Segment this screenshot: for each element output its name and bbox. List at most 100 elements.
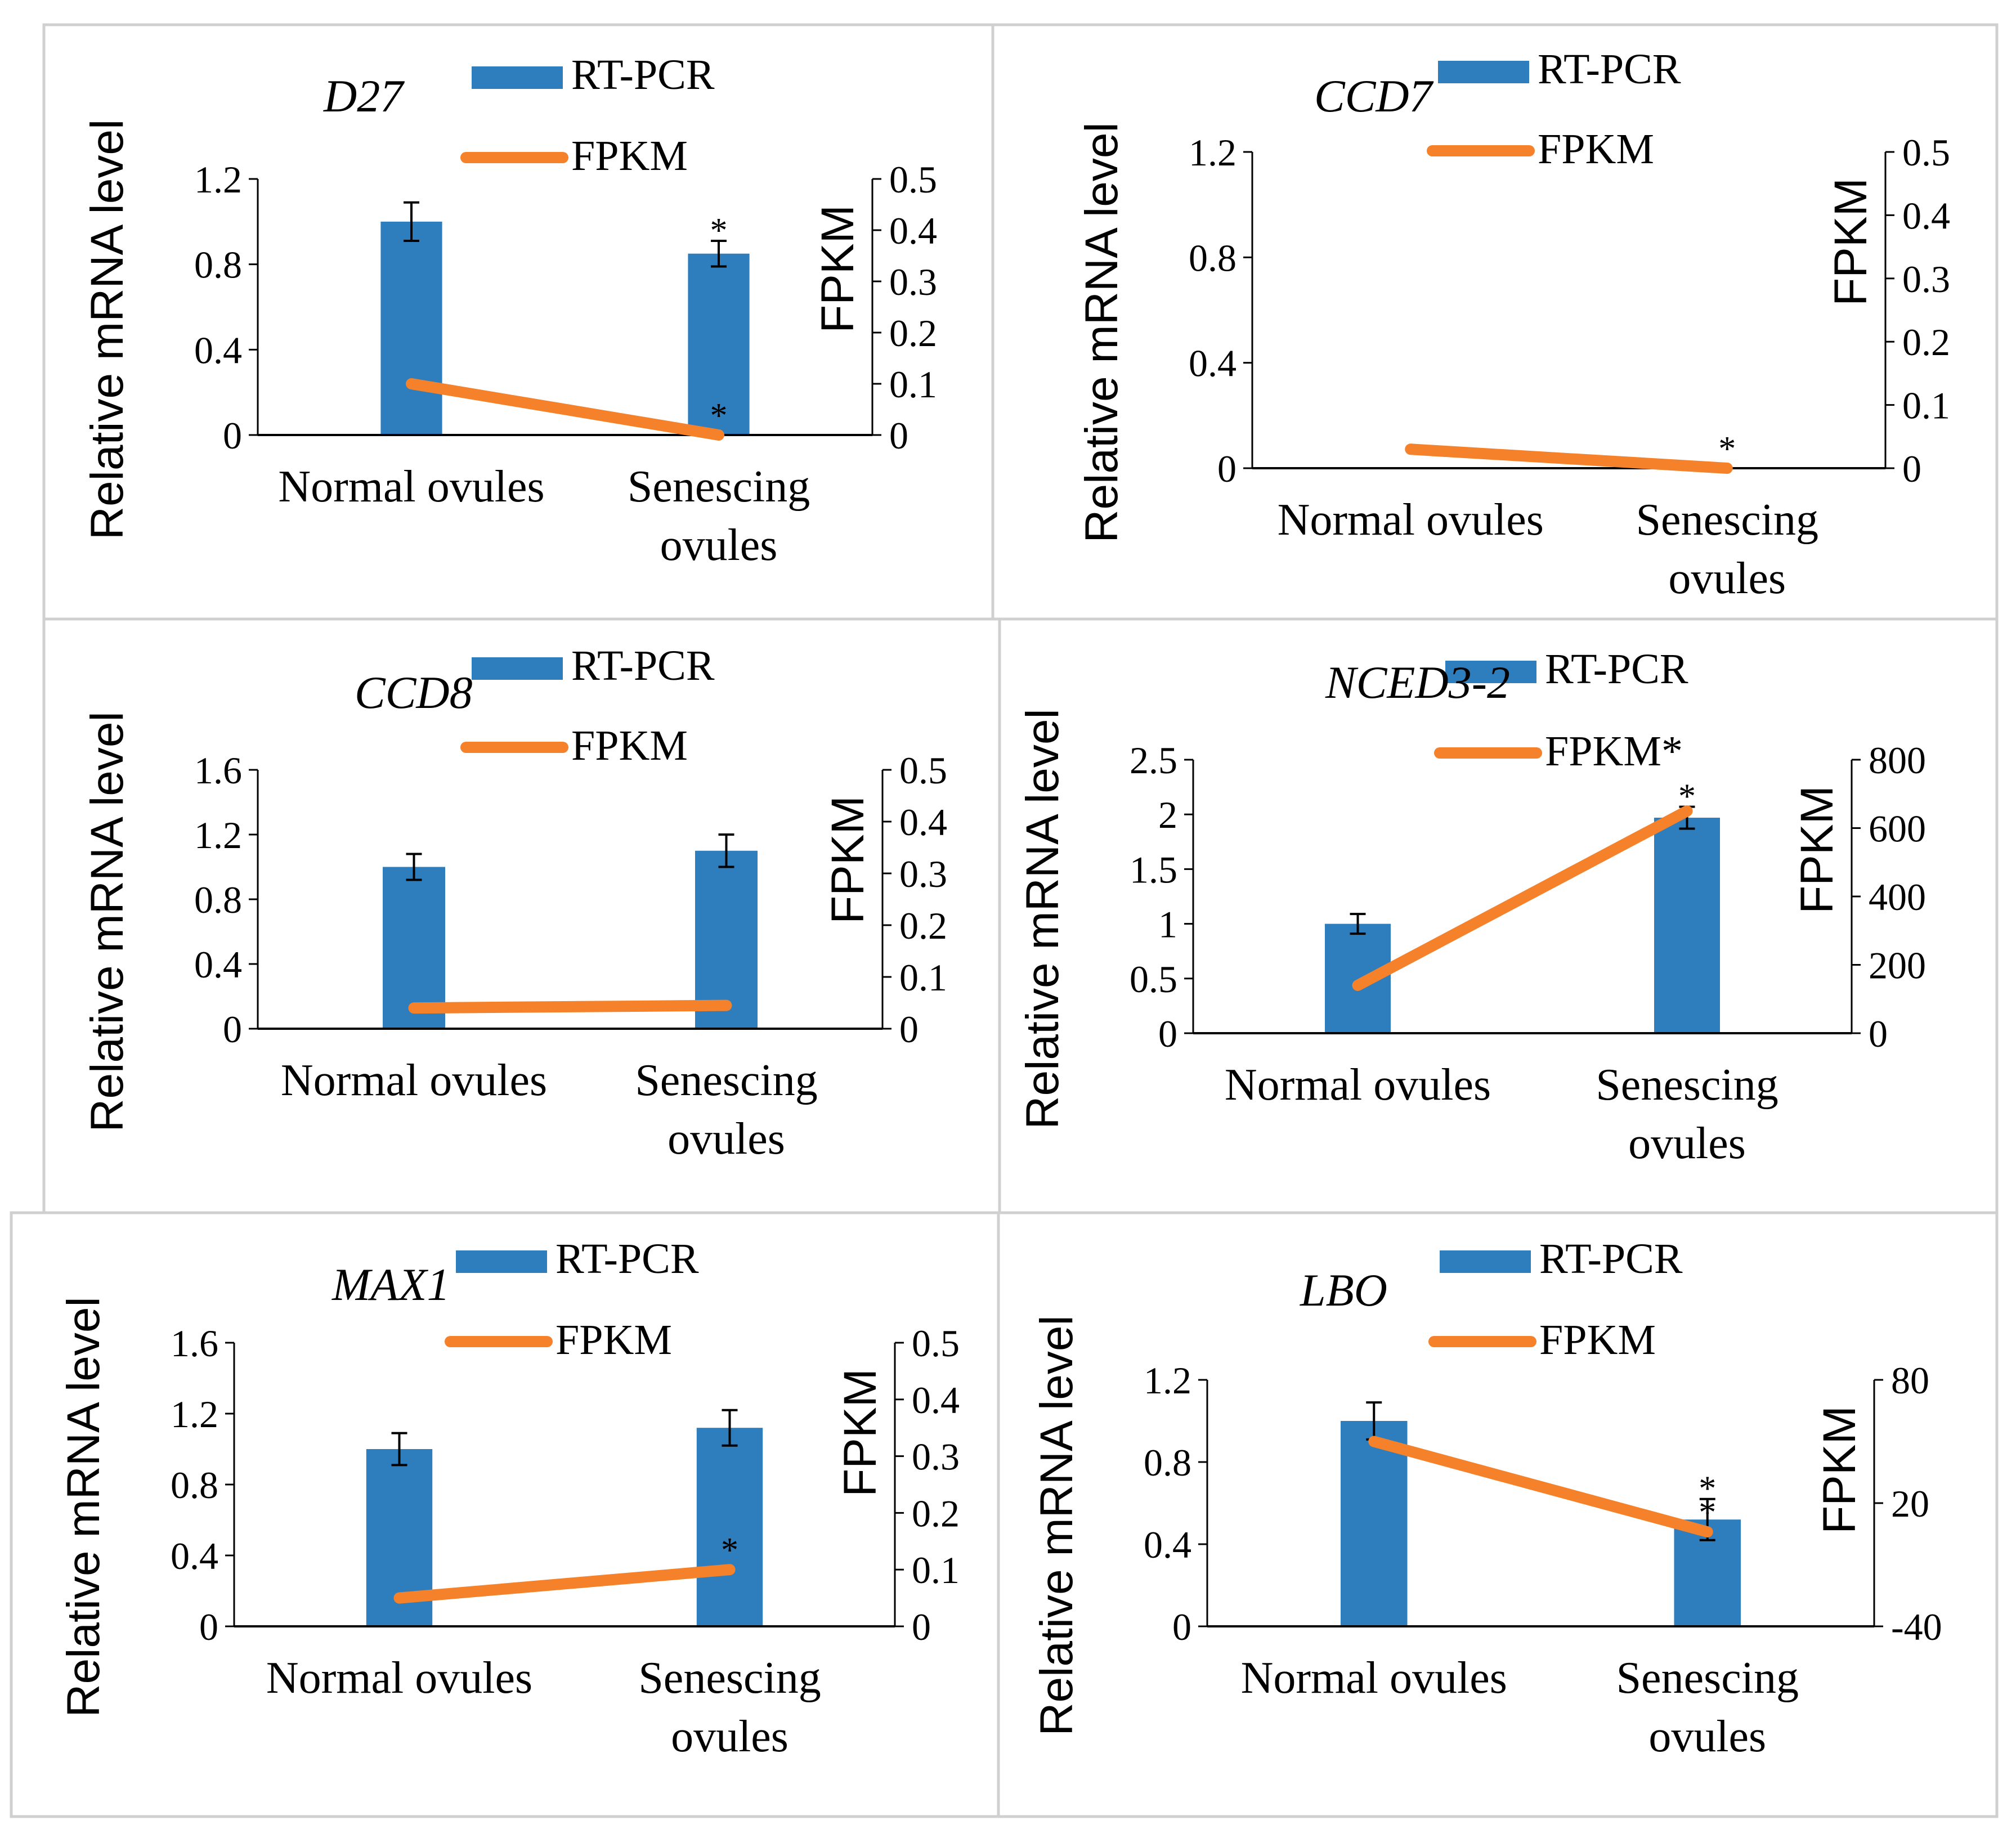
chart-title: NCED3-2 — [1325, 657, 1510, 708]
x-category-label: Normal ovules — [1278, 495, 1544, 545]
y2-tick-label: 0.4 — [889, 209, 937, 252]
y2-tick-label: 0.5 — [1902, 131, 1950, 174]
y-tick-label: 0 — [199, 1606, 218, 1648]
y2-tick-label: 0.1 — [899, 956, 947, 999]
x-category-label: Senescing ovules — [1616, 1653, 1799, 1761]
y-tick-label: 0.4 — [1144, 1523, 1191, 1566]
legend-bar-swatch — [1445, 661, 1536, 683]
y2-tick-label: 0.1 — [1902, 384, 1950, 427]
y-tick-label: 0.4 — [194, 329, 242, 371]
y2-tick-label: 0.4 — [899, 801, 947, 844]
panel-ccd7: 0 0.4 0.8 1.2 0 0.1 0.2 0.3 0.4 0.5 Normal ovules S… — [991, 23, 1999, 621]
y2-tick-label: 0.3 — [1902, 258, 1950, 301]
y-tick-label: 0.4 — [1189, 342, 1237, 385]
y2-tick-label: 20 — [1891, 1482, 1929, 1525]
y-tick-label: 1.6 — [171, 1322, 218, 1365]
y-tick-label: 0.4 — [171, 1535, 218, 1577]
significance-star: * — [1699, 1470, 1716, 1508]
fpkm-point — [410, 383, 413, 385]
error-bar — [391, 1432, 407, 1467]
y2-tick-label: 0.1 — [889, 363, 937, 406]
legend-bar-swatch — [1440, 1250, 1531, 1273]
y-tick-label: 2 — [1158, 793, 1177, 836]
chart-title: CCD8 — [355, 667, 473, 718]
y-tick-label: 1.5 — [1130, 848, 1177, 891]
bar-normal — [1341, 1421, 1408, 1626]
y-axis-label: Relative mRNA level — [1076, 122, 1127, 542]
chart-title: MAX1 — [331, 1259, 450, 1310]
fpkm-line — [406, 378, 724, 441]
legend-bar-label: RT-PCR — [1538, 46, 1681, 93]
bar-senescing — [696, 1428, 763, 1626]
y-tick-label: 0 — [1217, 447, 1237, 490]
chart-title: CCD7 — [1314, 70, 1434, 122]
y2-tick-label: 0 — [899, 1008, 919, 1051]
y2-tick-label: 0.2 — [899, 904, 947, 947]
error-bar — [404, 201, 419, 242]
legend-line-label: FPKM — [571, 132, 688, 180]
y-tick-label: 0 — [223, 1008, 242, 1051]
significance-star: * — [710, 397, 728, 435]
y-tick-label: 0.4 — [194, 943, 242, 986]
y2-tick-label: 800 — [1869, 739, 1926, 782]
x-category-label: Normal ovules — [281, 1056, 547, 1105]
y2-tick-label: 80 — [1891, 1359, 1929, 1402]
panel-max1: 0 0.4 0.8 1.2 1.6 0 0.1 0.2 0.3 0.4 0.5 Normal ovul… — [10, 1211, 1000, 1818]
fpkm-point — [1373, 1440, 1376, 1443]
y-tick-label: 0 — [1172, 1606, 1191, 1648]
significance-star: * — [1699, 1494, 1716, 1532]
bar-senescing — [1654, 818, 1720, 1033]
y2-tick-label: 200 — [1869, 944, 1926, 987]
legend-line-label: FPKM — [555, 1316, 672, 1364]
y-tick-label: 1.2 — [171, 1393, 218, 1436]
fpkm-point — [398, 1597, 401, 1599]
error-bar — [711, 239, 727, 268]
panel-d27: 0 0.4 0.8 1.2 0 0.1 0.2 0.3 0.4 0.5 Normal ovules S… — [42, 23, 994, 621]
axes: 0 0.5 1 1.5 2 2.5 0 200 400 600 800 Normal ovules Se… — [1130, 739, 1926, 1168]
y-tick-label: 1.2 — [194, 158, 242, 201]
y-tick-label: 0.8 — [171, 1464, 218, 1506]
y2-tick-label: 0 — [1902, 447, 1921, 490]
legend-bar-label: RT-PCR — [571, 51, 715, 98]
legend-line-label: FPKM — [571, 722, 688, 769]
significance-star: * — [1718, 430, 1736, 468]
bar-normal — [383, 867, 445, 1029]
y-tick-label: 0 — [223, 414, 242, 457]
y2-tick-label: 0.5 — [889, 158, 937, 201]
y-tick-label: 0.8 — [194, 244, 242, 286]
axes: 0 0.4 0.8 1.2 -40 20 80 Normal ovules Senescing o… — [1144, 1359, 1942, 1761]
fpkm-point — [1726, 467, 1728, 469]
legend-bar-swatch — [472, 66, 563, 89]
legend-bar-swatch — [456, 1250, 547, 1273]
legend-bar-swatch — [472, 657, 563, 680]
axes: 0 0.4 0.8 1.2 1.6 0 0.1 0.2 0.3 0.4 0.5 Normal ovul… — [194, 749, 947, 1164]
y2-axis-label: FPKM — [1825, 178, 1876, 306]
significance-star: * — [1678, 778, 1696, 816]
panel-border — [997, 1211, 1999, 1818]
error-bar — [718, 833, 734, 868]
fpkm-line — [1405, 443, 1733, 474]
y2-tick-label: 0.3 — [912, 1436, 960, 1478]
fpkm-point — [1356, 984, 1359, 986]
y-tick-label: 1.6 — [194, 749, 242, 792]
y-axis-label: Relative mRNA level — [82, 711, 133, 1132]
y-tick-label: 0.8 — [194, 878, 242, 921]
bar-normal — [380, 221, 442, 435]
y2-tick-label: 0.4 — [912, 1379, 960, 1422]
error-bar — [722, 1409, 738, 1447]
axes: 0 0.4 0.8 1.2 0 0.1 0.2 0.3 0.4 0.5 Normal ovules S… — [1189, 131, 1950, 603]
y2-tick-label: 0 — [1869, 1012, 1888, 1055]
x-category-label: Normal ovules — [1241, 1653, 1507, 1703]
fpkm-point — [1706, 1531, 1709, 1533]
y2-axis-label: FPKM — [835, 1369, 886, 1497]
legend-line-label: FPKM* — [1545, 728, 1683, 775]
fpkm-point — [728, 1568, 731, 1571]
panel-nced3-2: 0 0.5 1 1.5 2 2.5 0 200 400 600 800 Normal ovules Se… — [998, 617, 1999, 1214]
fpkm-line — [1368, 1436, 1713, 1538]
bar-senescing — [688, 253, 750, 435]
error-bar — [1350, 913, 1366, 935]
y2-tick-label: 0.4 — [1902, 194, 1950, 237]
fpkm-point — [718, 434, 720, 436]
legend-bar-label: RT-PCR — [555, 1235, 699, 1283]
